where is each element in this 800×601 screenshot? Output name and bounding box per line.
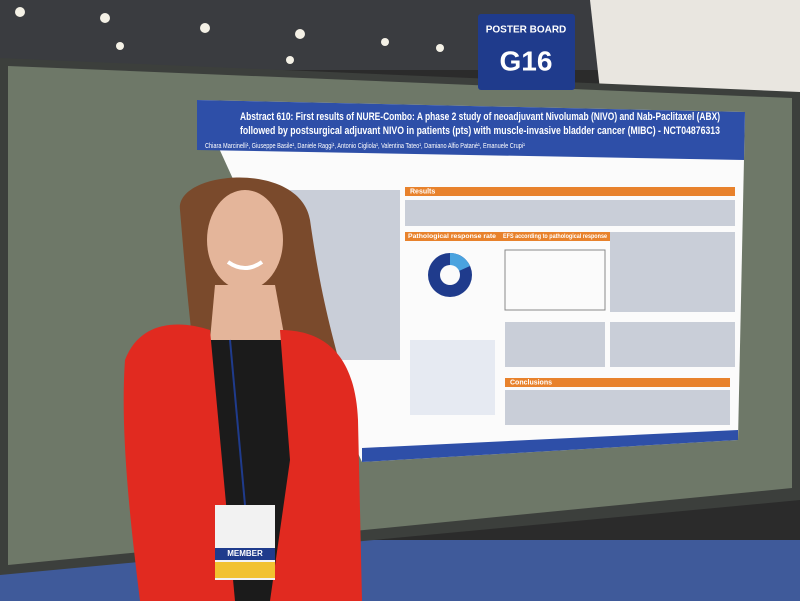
section-heading: Pathological response rate [408,234,497,240]
badge-band [215,548,275,560]
lanyard [229,339,246,506]
section-heading: EFS according to pathological response [503,234,608,240]
badge-label: MEMBER [227,549,263,558]
section-bar [405,187,735,196]
section-bar [405,232,500,241]
neck [210,285,285,340]
poster-title: Abstract 610: First results of NURE-Comb… [240,111,720,123]
efs-plot [504,249,606,311]
pie-hole [440,265,460,285]
sign-label: POSTER BOARD [486,25,567,36]
section-heading: Conclusions [510,379,552,386]
poster-title: followed by postsurgical adjuvant NIVO i… [240,125,720,137]
badge-ribbon [215,562,275,578]
section-bar [500,232,610,241]
smile [226,260,264,270]
jacket-left [123,324,235,601]
face [207,190,283,290]
figure-panel [410,340,495,415]
poster-footer [362,430,738,462]
section-heading: Results [410,188,435,195]
poster-header [197,100,745,160]
sign-number: G16 [500,45,553,76]
poster-authors: Chiara Marcinelli¹, Giuseppe Basile¹, Da… [205,143,526,150]
board-sign [478,14,575,90]
section-bar [505,378,730,387]
back-wall [590,0,800,110]
jacket-right [270,330,362,601]
